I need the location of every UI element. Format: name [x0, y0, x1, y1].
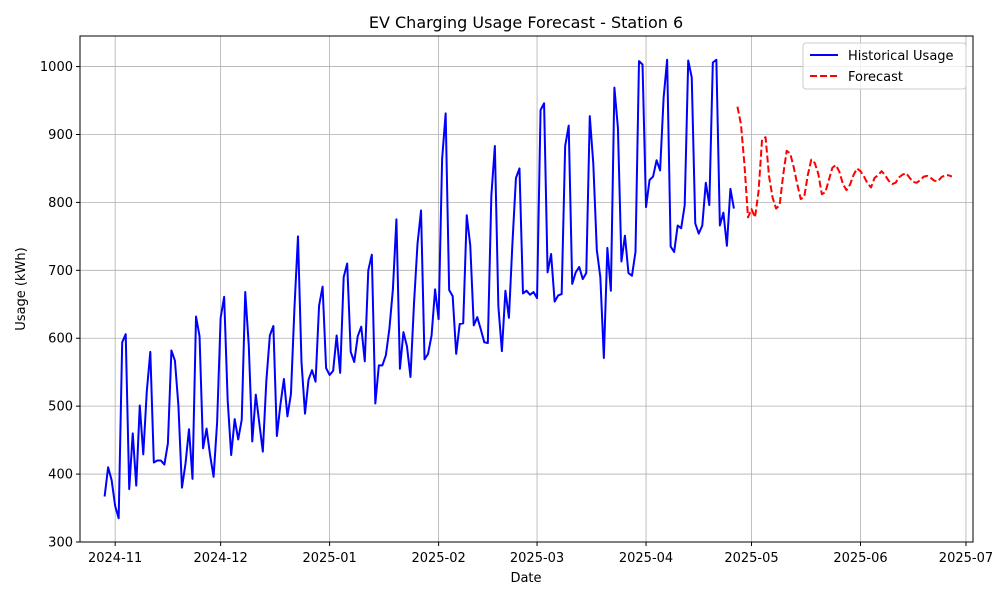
- y-tick-label: 1000: [40, 60, 73, 75]
- y-tick-label: 300: [48, 536, 73, 551]
- x-tick-label: 2025-04: [619, 551, 673, 566]
- ticks: 2024-11 2024-12 2025-01 2025-02 2025-03 2025-…: [40, 60, 993, 566]
- x-axis-label: Date: [510, 571, 541, 586]
- y-tick-label: 400: [48, 468, 73, 483]
- plot-frame: [79, 35, 974, 543]
- y-tick-label: 500: [48, 400, 73, 415]
- y-tick-label: 700: [48, 264, 73, 279]
- x-tick-label: 2025-01: [302, 551, 356, 566]
- series-layer: [103, 58, 953, 520]
- x-tick-label: 2025-03: [510, 551, 564, 566]
- x-tick-label: 2025-07: [939, 551, 993, 566]
- legend: Historical Usage Forecast: [802, 42, 967, 90]
- x-tick-label: 2025-05: [724, 551, 778, 566]
- legend-label-historical: Historical Usage: [848, 49, 954, 64]
- y-axis-label: Usage (kWh): [14, 247, 29, 330]
- chart-title: EV Charging Usage Forecast - Station 6: [369, 13, 683, 32]
- historical-usage-line: [103, 58, 735, 520]
- y-tick-label: 800: [48, 196, 73, 211]
- legend-box: [802, 42, 967, 90]
- y-tick-label: 900: [48, 128, 73, 143]
- x-tick-label: 2024-11: [88, 551, 142, 566]
- y-tick-label: 600: [48, 332, 73, 347]
- legend-label-forecast: Forecast: [848, 70, 903, 85]
- x-tick-label: 2025-02: [411, 551, 465, 566]
- x-tick-label: 2025-06: [833, 551, 887, 566]
- forecast-line: [736, 106, 953, 219]
- x-tick-label: 2024-12: [193, 551, 247, 566]
